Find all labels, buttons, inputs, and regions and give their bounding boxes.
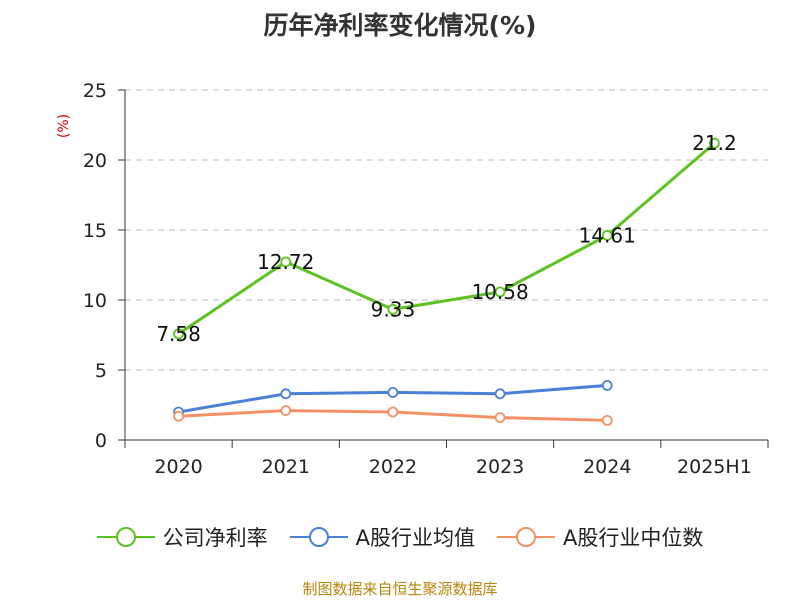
series-0-point-2022 — [387, 303, 399, 315]
data-label-2022: 9.33 — [371, 297, 416, 321]
y-axis-unit-label: (%) — [56, 114, 72, 138]
legend-label-industry-median: A股行业中位数 — [563, 526, 704, 550]
legend-label-company: 公司净利率 — [162, 526, 268, 550]
series-2-point-2024 — [601, 414, 613, 426]
data-label-2021: 12.72 — [257, 250, 314, 274]
legend-item-company[interactable]: 公司净利率 — [96, 522, 268, 552]
y-tick-label-0: 0 — [95, 430, 107, 452]
y-tick-label-5: 5 — [95, 360, 107, 382]
legend-item-industry-median[interactable]: A股行业中位数 — [497, 522, 703, 552]
x-tick-label-2025H1: 2025H1 — [677, 456, 752, 478]
x-tick-label-2021: 2021 — [262, 456, 310, 478]
y-tick-label-20: 20 — [83, 150, 107, 172]
data-label-2020: 7.58 — [156, 322, 201, 346]
series-1-point-2024 — [601, 379, 613, 391]
data-labels: 7.58 12.72 9.33 10.58 14.61 21.2 — [156, 131, 736, 346]
legend-label-industry-mean: A股行业均值 — [355, 526, 475, 550]
legend-swatch-company-icon — [96, 527, 155, 547]
series-0-point-2020 — [173, 328, 184, 340]
legend-swatch-industry-median-icon — [497, 527, 555, 547]
series-1-point-2023 — [494, 388, 506, 400]
chart-title: 历年净利率变化情况(%) — [263, 11, 537, 40]
y-tick-label-15: 15 — [83, 220, 107, 242]
x-tick-label-2022: 2022 — [369, 456, 417, 478]
series-0-point-2021 — [280, 256, 292, 268]
series-2-point-2021 — [280, 405, 292, 417]
series-line-0 — [177, 142, 716, 336]
legend-swatch-industry-mean-icon — [289, 527, 348, 547]
grid-lines — [125, 89, 768, 371]
y-tick-label-10: 10 — [83, 290, 107, 312]
series-0-point-2023 — [494, 286, 506, 298]
series-lines — [173, 137, 720, 426]
legend: 公司净利率 A股行业均值 A股行业中位数 — [0, 520, 800, 554]
data-label-2023: 10.58 — [471, 280, 528, 304]
x-tick-label-2024: 2024 — [583, 456, 631, 478]
series-0-point-2025H1 — [709, 137, 720, 149]
series-2-point-2023 — [494, 412, 506, 424]
y-tick-label-25: 25 — [83, 80, 107, 102]
x-tick-label-2020: 2020 — [154, 456, 202, 478]
data-label-2024: 14.61 — [579, 223, 636, 247]
series-0-point-2024 — [601, 230, 613, 241]
series-2-point-2022 — [387, 406, 399, 418]
series-1-point-2022 — [387, 386, 399, 398]
axes: 0 5 10 15 20 25 (%) 2020 2021 2022 2023 2024 2025H1 — [56, 80, 769, 478]
series-1-point-2021 — [280, 388, 292, 400]
data-source-note: 制图数据来自恒生聚源数据库 — [302, 580, 498, 598]
x-tick-label-2023: 2023 — [476, 456, 524, 478]
data-label-2025H1: 21.2 — [692, 131, 737, 155]
series-2-point-2020 — [173, 410, 184, 422]
legend-item-industry-mean[interactable]: A股行业均值 — [289, 522, 475, 552]
